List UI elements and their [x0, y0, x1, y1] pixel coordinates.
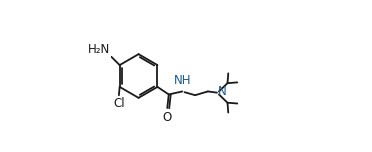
Text: H₂N: H₂N [89, 43, 110, 56]
Text: Cl: Cl [113, 97, 125, 111]
Text: N: N [218, 85, 227, 98]
Text: O: O [162, 111, 171, 124]
Text: NH: NH [174, 74, 191, 87]
